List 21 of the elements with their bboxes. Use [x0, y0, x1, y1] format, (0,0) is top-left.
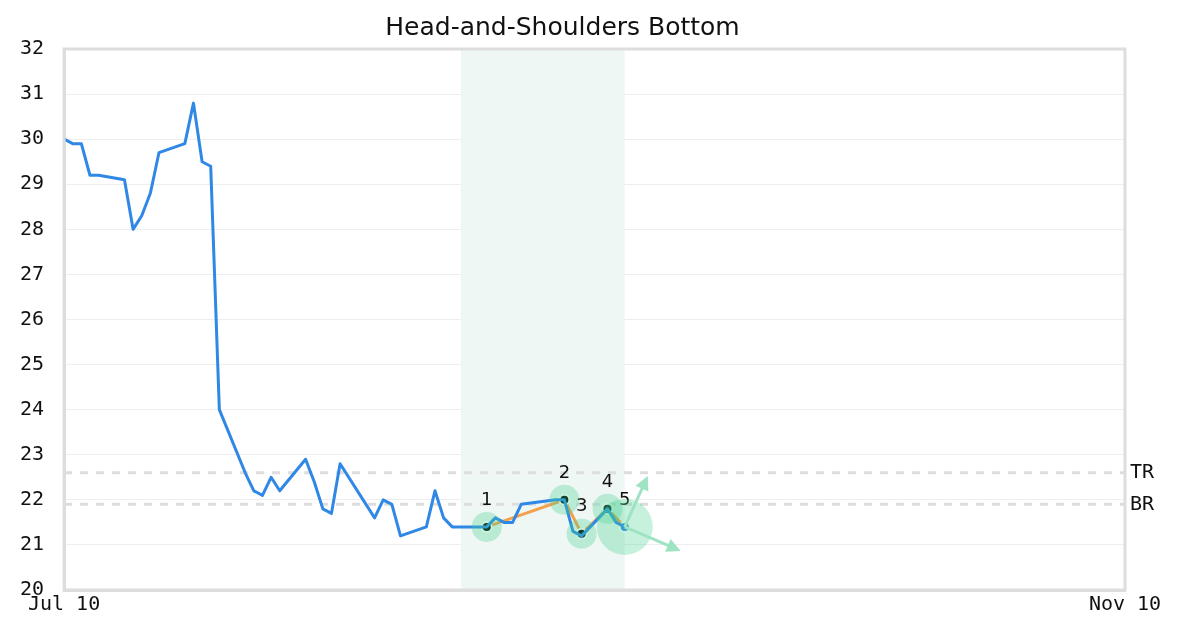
- y-tick-label: 21: [19, 531, 45, 556]
- ref-line-label: BR: [1130, 490, 1156, 515]
- annotation: 3: [575, 494, 588, 516]
- x-tick-label: Nov 10: [1088, 591, 1162, 616]
- y-tick-label: 32: [19, 35, 45, 60]
- y-tick-label: 27: [19, 260, 45, 285]
- y-tick-label: 24: [19, 395, 45, 420]
- y-tick-label: 30: [19, 125, 45, 150]
- y-tick-label: 26: [19, 305, 45, 330]
- y-tick-label: 22: [19, 486, 45, 511]
- y-tick-label: 23: [19, 440, 45, 465]
- y-tick-label: 29: [19, 170, 45, 195]
- chart-title: Head-and-Shoulders Bottom: [385, 11, 740, 41]
- y-tick-label: 25: [19, 350, 45, 375]
- annotation: 4: [601, 469, 614, 491]
- annotation: 1: [481, 487, 493, 509]
- annotation: 2: [558, 460, 571, 482]
- y-tick-label: 28: [19, 215, 45, 240]
- annotation: 5: [619, 487, 631, 509]
- ref-line-label: TR: [1130, 458, 1156, 483]
- y-tick-label: 31: [19, 80, 45, 105]
